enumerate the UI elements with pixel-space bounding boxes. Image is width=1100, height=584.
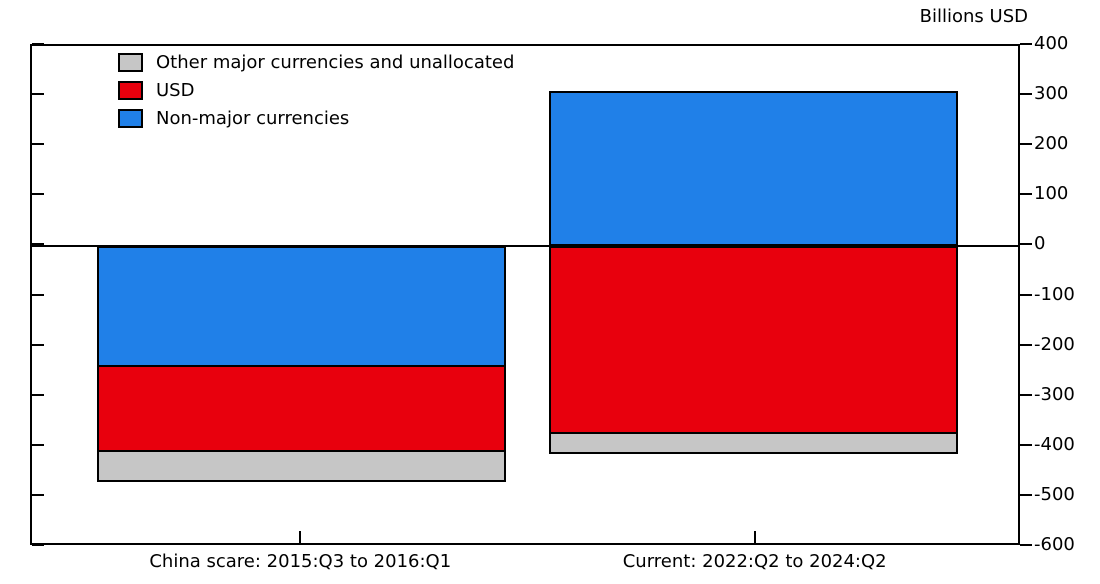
y-axis-tick-label: -100 [1034,283,1075,305]
legend-swatch-other-major-currencies-and-unallocated [118,52,143,72]
y-axis-tick-label: -400 [1034,433,1075,455]
y-axis-tick-label: 0 [1034,233,1046,255]
y-axis-tick-label: 200 [1034,133,1069,155]
y-axis-tick-label: -200 [1034,333,1075,355]
y-tick-left [32,93,44,96]
y-tick-right [1020,193,1032,196]
y-tick-right [1020,443,1032,446]
y-tick-left [32,443,44,446]
x-tick [753,531,756,543]
y-axis-tick-label: 300 [1034,83,1069,105]
zero-baseline [32,245,1018,248]
bar-segment-usd [549,246,959,435]
bar-segment-non-major-currencies [549,91,959,247]
y-tick-left [32,193,44,196]
y-tick-left [32,43,44,45]
x-axis-category-label: China scare: 2015:Q3 to 2016:Q1 [149,551,452,572]
plot-area: Other major currencies and unallocated US… [30,44,1020,545]
y-tick-right [1020,293,1032,296]
y-tick-right [1020,493,1032,496]
x-axis-category-label: Current: 2022:Q2 to 2024:Q2 [622,551,887,572]
y-tick-left [32,243,44,246]
y-axis-tick-label: -600 [1034,534,1075,555]
y-tick-left [32,393,44,396]
bar-segment-usd [96,364,506,452]
y-tick-right [1020,544,1032,546]
y-axis-tick-label: -300 [1034,383,1075,405]
legend-item: Non-major currencies [118,104,514,132]
bar-segment-other-major-currencies-and-unallocated [549,432,959,455]
y-axis-tick-label: -500 [1034,483,1075,505]
legend-label: Non-major currencies [156,107,350,129]
y-axis-tick-label: 400 [1034,33,1069,54]
bar-segment-non-major-currencies [96,246,506,367]
x-tick [299,531,302,543]
y-axis-tick-label: 100 [1034,183,1069,205]
legend-label: Other major currencies and unallocated [156,51,515,73]
legend-label: USD [156,79,195,101]
y-tick-right [1020,243,1032,246]
y-tick-right [1020,93,1032,96]
y-axis-unit-label: Billions USD [919,6,1028,27]
legend-swatch-non-major-currencies [118,108,143,128]
legend-item: Other major currencies and unallocated [118,48,514,76]
y-tick-left [32,544,44,546]
legend-swatch-usd [118,80,143,100]
y-tick-right [1020,143,1032,146]
bar-segment-other-major-currencies-and-unallocated [96,449,506,482]
y-tick-right [1020,393,1032,396]
y-tick-right [1020,43,1032,45]
legend: Other major currencies and unallocated US… [118,48,514,132]
y-tick-left [32,143,44,146]
y-tick-left [32,293,44,296]
y-tick-left [32,493,44,496]
legend-item: USD [118,76,514,104]
y-tick-right [1020,343,1032,346]
y-tick-left [32,343,44,346]
